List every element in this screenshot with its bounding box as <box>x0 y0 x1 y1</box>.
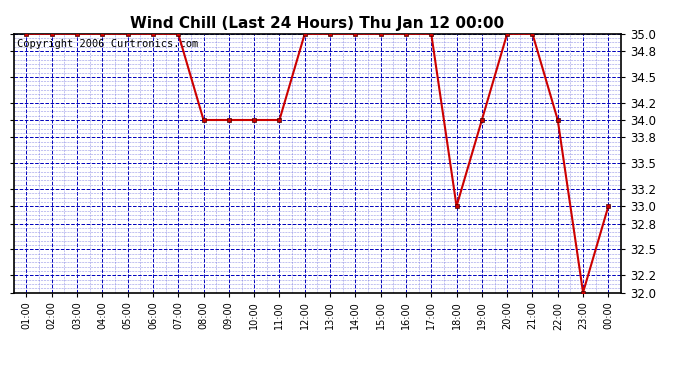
Text: Copyright 2006 Curtronics.com: Copyright 2006 Curtronics.com <box>17 39 198 49</box>
Title: Wind Chill (Last 24 Hours) Thu Jan 12 00:00: Wind Chill (Last 24 Hours) Thu Jan 12 00… <box>130 16 504 31</box>
